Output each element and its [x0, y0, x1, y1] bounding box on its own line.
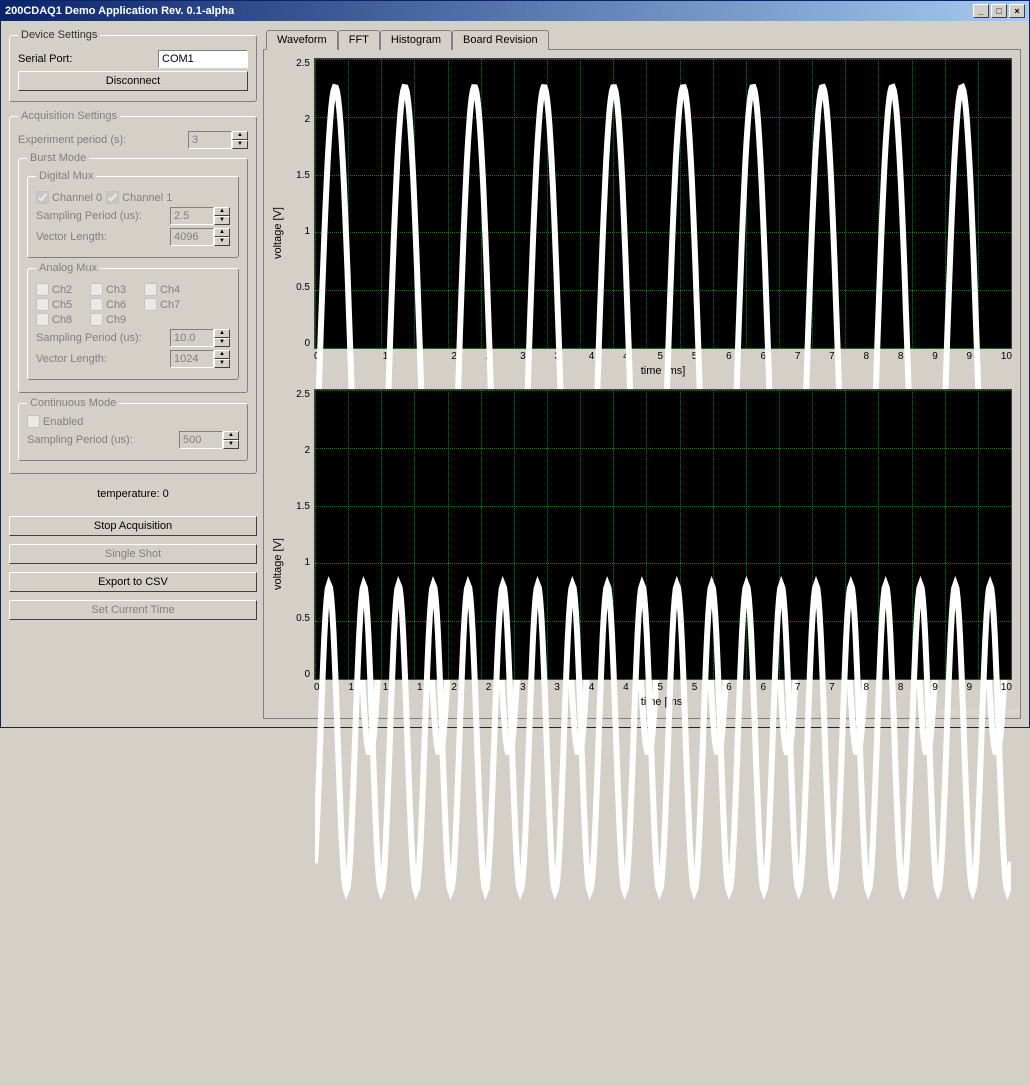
ch2-checkbox[interactable] — [36, 283, 49, 296]
analog-channel-ch8[interactable]: Ch8 — [36, 313, 86, 326]
analog-channel-ch2[interactable]: Ch2 — [36, 283, 86, 296]
tabstrip: Waveform FFT Histogram Board Revision — [263, 29, 1021, 50]
analog-channel-ch3[interactable]: Ch3 — [90, 283, 140, 296]
chart-2: voltage [V]2.521.510.5001112233445566778… — [272, 389, 1012, 710]
right-panel: Waveform FFT Histogram Board Revision vo… — [263, 29, 1021, 719]
tab-waveform[interactable]: Waveform — [266, 30, 338, 50]
waveform-line — [315, 390, 1011, 1086]
ch8-checkbox[interactable] — [36, 313, 49, 326]
enabled-label: Enabled — [43, 416, 83, 428]
cm-sampling-input[interactable] — [179, 431, 223, 449]
analog-channel-ch6[interactable]: Ch6 — [90, 298, 140, 311]
spin-up[interactable]: ▲ — [214, 228, 230, 237]
enabled-checkbox-item[interactable]: Enabled — [27, 415, 239, 428]
spin-up[interactable]: ▲ — [214, 350, 230, 359]
app-window: 200CDAQ1 Demo Application Rev. 0.1-alpha… — [0, 0, 1030, 728]
am-vector-label: Vector Length: — [36, 353, 164, 365]
dm-vector-input[interactable] — [170, 228, 214, 246]
chart-1: voltage [V]2.521.510.5001112233445566778… — [272, 58, 1012, 379]
channel0-checkbox-item[interactable]: Channel 0 — [36, 191, 102, 204]
tab-histogram[interactable]: Histogram — [380, 30, 452, 50]
spin-down[interactable]: ▼ — [214, 237, 230, 246]
close-button[interactable]: × — [1009, 4, 1025, 18]
experiment-period-label: Experiment period (s): — [18, 134, 182, 146]
serial-port-input[interactable] — [158, 50, 248, 68]
temperature-readout: temperature: 0 — [9, 488, 257, 500]
ch6-checkbox[interactable] — [90, 298, 103, 311]
chart-ylabel: voltage [V] — [272, 58, 288, 379]
spin-down[interactable]: ▼ — [232, 140, 248, 149]
analog-mux-group: Analog Mux Ch2 Ch3 Ch4 Ch5 Ch6 Ch7 Ch8 Ch9 Samp… — [27, 262, 239, 380]
analog-channel-ch4[interactable]: Ch4 — [144, 283, 194, 296]
am-sampling-label: Sampling Period (us): — [36, 332, 164, 344]
channel0-checkbox[interactable] — [36, 191, 49, 204]
tab-board-revision[interactable]: Board Revision — [452, 30, 549, 50]
chart-ylabel: voltage [V] — [272, 389, 288, 710]
minimize-button[interactable]: _ — [973, 4, 989, 18]
experiment-period-input[interactable] — [188, 131, 232, 149]
burst-mode-group: Burst Mode Digital Mux Channel 0 Channel… — [18, 152, 248, 393]
continuous-mode-group: Continuous Mode Enabled Sampling Period … — [18, 397, 248, 461]
enabled-checkbox[interactable] — [27, 415, 40, 428]
maximize-button[interactable]: □ — [991, 4, 1007, 18]
set-current-time-button[interactable]: Set Current Time — [9, 600, 257, 620]
chart-plot — [314, 389, 1012, 680]
ch9-checkbox[interactable] — [90, 313, 103, 326]
spin-up[interactable]: ▲ — [223, 431, 239, 440]
left-panel: Device Settings Serial Port: Disconnect … — [9, 29, 257, 719]
ch7-checkbox[interactable] — [144, 298, 157, 311]
single-shot-button[interactable]: Single Shot — [9, 544, 257, 564]
analog-channel-ch9[interactable]: Ch9 — [90, 313, 140, 326]
spin-down[interactable]: ▼ — [214, 359, 230, 368]
spin-up[interactable]: ▲ — [214, 329, 230, 338]
burst-mode-legend: Burst Mode — [27, 152, 89, 164]
dm-sampling-label: Sampling Period (us): — [36, 210, 164, 222]
tab-content-waveform: voltage [V]2.521.510.5001112233445566778… — [263, 50, 1021, 719]
acquisition-settings-legend: Acquisition Settings — [18, 110, 120, 122]
channel1-label: Channel 1 — [122, 192, 172, 204]
chart-plot — [314, 58, 1012, 349]
cm-sampling-label: Sampling Period (us): — [27, 434, 173, 446]
serial-port-label: Serial Port: — [18, 53, 152, 65]
chart-yaxis: 2.521.510.50 — [288, 389, 314, 710]
device-settings-group: Device Settings Serial Port: Disconnect — [9, 29, 257, 102]
ch3-checkbox[interactable] — [90, 283, 103, 296]
analog-channel-ch5[interactable]: Ch5 — [36, 298, 86, 311]
stop-acquisition-button[interactable]: Stop Acquisition — [9, 516, 257, 536]
analog-mux-legend: Analog Mux — [36, 262, 100, 274]
am-vector-input[interactable] — [170, 350, 214, 368]
am-sampling-input[interactable] — [170, 329, 214, 347]
channel0-label: Channel 0 — [52, 192, 102, 204]
window-title: 200CDAQ1 Demo Application Rev. 0.1-alpha — [5, 5, 971, 17]
device-settings-legend: Device Settings — [18, 29, 100, 41]
disconnect-button[interactable]: Disconnect — [18, 71, 248, 91]
channel1-checkbox-item[interactable]: Channel 1 — [106, 191, 172, 204]
ch4-checkbox[interactable] — [144, 283, 157, 296]
ch5-checkbox[interactable] — [36, 298, 49, 311]
content-area: Device Settings Serial Port: Disconnect … — [1, 21, 1029, 727]
spin-up[interactable]: ▲ — [232, 131, 248, 140]
continuous-mode-legend: Continuous Mode — [27, 397, 119, 409]
dm-sampling-input[interactable] — [170, 207, 214, 225]
digital-mux-group: Digital Mux Channel 0 Channel 1 — [27, 170, 239, 258]
analog-channel-ch7[interactable]: Ch7 — [144, 298, 194, 311]
spin-down[interactable]: ▼ — [223, 440, 239, 449]
export-csv-button[interactable]: Export to CSV — [9, 572, 257, 592]
chart-yaxis: 2.521.510.50 — [288, 58, 314, 379]
tab-fft[interactable]: FFT — [338, 30, 380, 50]
spin-down[interactable]: ▼ — [214, 216, 230, 225]
acquisition-settings-group: Acquisition Settings Experiment period (… — [9, 110, 257, 474]
digital-mux-legend: Digital Mux — [36, 170, 96, 182]
spin-down[interactable]: ▼ — [214, 338, 230, 347]
spin-up[interactable]: ▲ — [214, 207, 230, 216]
channel1-checkbox[interactable] — [106, 191, 119, 204]
dm-vector-label: Vector Length: — [36, 231, 164, 243]
titlebar[interactable]: 200CDAQ1 Demo Application Rev. 0.1-alpha… — [1, 1, 1029, 21]
